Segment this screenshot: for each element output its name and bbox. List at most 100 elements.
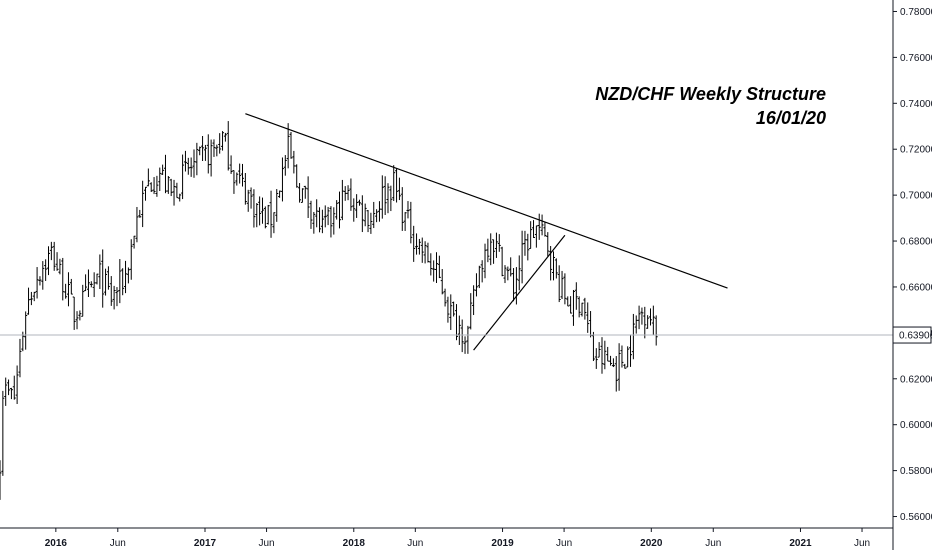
ohlc-bar xyxy=(643,306,647,339)
ohlc-bar xyxy=(178,193,182,202)
rising-support-line[interactable] xyxy=(473,234,566,351)
ohlc-bar xyxy=(589,311,593,338)
ohlc-bar xyxy=(272,212,276,234)
ohlc-bar xyxy=(603,340,607,370)
ohlc-bar xyxy=(557,265,561,303)
ohlc-bar xyxy=(586,302,590,333)
ohlc-bar xyxy=(577,296,581,318)
ohlc-bar xyxy=(61,257,65,301)
ohlc-bar xyxy=(500,246,504,277)
ohlc-bar xyxy=(412,225,416,262)
ohlc-bar xyxy=(480,260,484,283)
ohlc-bar xyxy=(315,199,319,228)
ohlc-bar xyxy=(426,242,430,263)
ohlc-bar xyxy=(283,155,287,176)
ohlc-bar xyxy=(486,238,490,263)
ohlc-bar xyxy=(12,375,16,400)
ohlc-bar xyxy=(146,168,150,187)
ohlc-bar xyxy=(380,175,384,219)
ohlc-bar xyxy=(195,142,199,176)
ohlc-bar xyxy=(372,201,376,229)
ohlc-bar xyxy=(346,185,350,201)
ohlc-bar xyxy=(249,187,253,209)
ohlc-bar xyxy=(360,195,364,233)
ohlc-bar xyxy=(406,201,410,219)
ohlc-bar xyxy=(574,282,578,310)
ohlc-bar xyxy=(221,131,225,151)
ohlc-bar xyxy=(66,272,70,307)
chart-annotation[interactable]: NZD/CHF Weekly Structure 16/01/20 xyxy=(595,84,826,128)
ohlc-bar xyxy=(300,188,304,203)
ohlc-bar xyxy=(543,222,547,237)
ohlc-bar xyxy=(529,221,533,249)
ohlc-bar xyxy=(101,249,105,308)
ohlc-bar xyxy=(29,291,33,306)
ohlc-bar xyxy=(363,203,367,227)
ohlc-bar xyxy=(492,239,496,264)
ohlc-bar xyxy=(112,285,116,310)
ohlc-bar xyxy=(0,460,2,500)
time-tick-label: Jun xyxy=(854,538,870,549)
time-tick-label: 2017 xyxy=(194,538,217,549)
ohlc-bar xyxy=(506,266,510,281)
ohlc-bar xyxy=(340,179,344,221)
ohlc-bar xyxy=(369,212,373,234)
ohlc-bar xyxy=(198,146,202,156)
ohlc-bar xyxy=(540,214,544,236)
ohlc-bar xyxy=(95,273,99,285)
ohlc-bar xyxy=(420,237,424,263)
descending-resistance-line[interactable] xyxy=(245,113,728,289)
ohlc-bar xyxy=(183,150,187,172)
ohlc-bar xyxy=(395,168,399,203)
ohlc-bar xyxy=(646,315,650,329)
ohlc-bar xyxy=(124,260,128,294)
ohlc-bar xyxy=(232,170,236,194)
price-axis-ticks: 0.560000.580000.600000.620000.640000.660… xyxy=(893,7,932,523)
ohlc-bar xyxy=(312,211,316,234)
ohlc-bar xyxy=(229,155,233,174)
ohlc-bar xyxy=(4,377,8,406)
ohlc-bar xyxy=(600,337,604,374)
ohlc-bar xyxy=(44,259,48,281)
ohlc-bar xyxy=(489,233,493,266)
ohlc-bar xyxy=(383,176,387,215)
ohlc-bar xyxy=(255,203,259,228)
ohlc-bar xyxy=(9,387,13,400)
ohlc-bar xyxy=(135,206,139,243)
ohlc-bar xyxy=(323,205,327,228)
time-tick-label: 2020 xyxy=(640,538,663,549)
ohlc-bar xyxy=(512,268,516,302)
ohlc-bar xyxy=(138,209,142,218)
time-tick-label: Jun xyxy=(110,538,126,549)
trend-lines[interactable] xyxy=(245,113,728,351)
ohlc-bar xyxy=(166,175,170,194)
ohlc-bar xyxy=(497,234,501,252)
ohlc-bar xyxy=(144,186,148,201)
ohlc-bar xyxy=(594,348,598,369)
ohlc-bar xyxy=(343,186,347,201)
ohlc-bar xyxy=(400,187,404,231)
ohlc-bar xyxy=(115,287,119,307)
ohlc-bar xyxy=(597,342,601,358)
ohlc-bar xyxy=(403,212,407,231)
ohlc-bar xyxy=(417,238,421,255)
ohlc-bar xyxy=(47,246,51,276)
time-tick-label: 2021 xyxy=(789,538,812,549)
ohlc-bar xyxy=(226,121,230,171)
ohlc-bar xyxy=(432,260,436,282)
ohlc-bar xyxy=(389,185,393,212)
ohlc-bar xyxy=(329,206,333,238)
ohlc-bar xyxy=(631,313,635,360)
ohlc-bar xyxy=(534,225,538,248)
ohlc-bar xyxy=(626,346,630,368)
ohlc-bar xyxy=(440,269,444,295)
ohlc-bar xyxy=(209,139,213,177)
ohlc-bar xyxy=(617,343,621,391)
ohlc-bar xyxy=(634,315,638,334)
ohlc-bar xyxy=(263,206,267,229)
